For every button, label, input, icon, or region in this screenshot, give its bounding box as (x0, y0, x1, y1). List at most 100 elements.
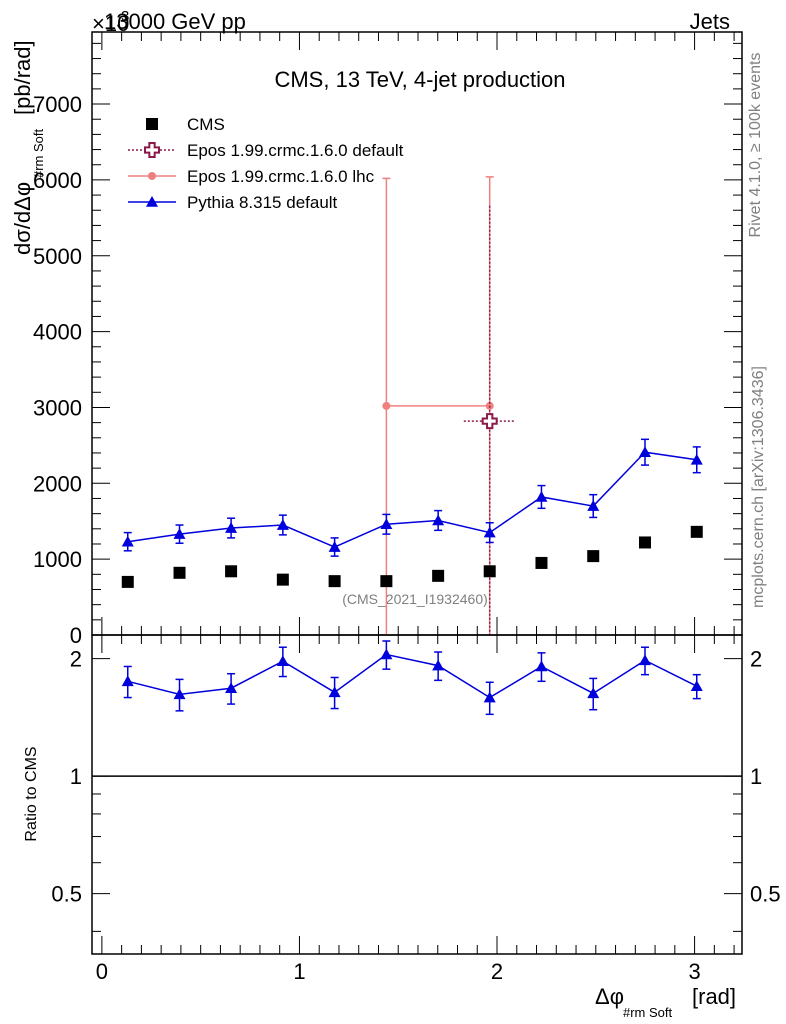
x-tick-label: 2 (491, 959, 503, 984)
rivet-label: Rivet 4.1.0, ≥ 100k events (747, 53, 764, 238)
triangle-marker (380, 518, 393, 530)
y-tick-label: 5000 (33, 244, 82, 269)
legend-label: Epos 1.99.crmc.1.6.0 default (187, 141, 404, 160)
pythia-line (127, 451, 697, 548)
series-epos-default (463, 205, 516, 635)
header-process-label: Jets (690, 9, 730, 34)
legend: CMS Epos 1.99.crmc.1.6.0 default Epos 1.99… (128, 115, 404, 212)
ratio-y-axis-label: Ratio to CMS (23, 746, 40, 841)
x-label-sub: #rm Soft (623, 1005, 673, 1020)
triangle-marker (483, 526, 496, 538)
series-cms (121, 525, 703, 588)
y-tick-label: 6000 (33, 168, 82, 193)
triangle-marker (173, 528, 186, 539)
ratio-x-ticks (101, 635, 735, 954)
y-label-main: dσ/dΔφ (10, 182, 35, 255)
triangle-marker (587, 500, 600, 511)
main-y-axis-label: dσ/dΔφ #rm Soft [pb/rad] (10, 40, 46, 255)
triangle-marker (535, 490, 548, 502)
square-marker (380, 575, 393, 588)
header-beam-label: 13000 GeV pp (104, 9, 246, 34)
mcplots-label: mcplots.cern.ch [arXiv:1306.3436] (750, 366, 767, 608)
triangle-marker (690, 453, 703, 465)
legend-entry: Pythia 8.315 default (128, 193, 338, 212)
series-epos-lhc (382, 176, 494, 635)
main-x-ticks (101, 32, 735, 635)
y-tick-label: 4000 (33, 320, 82, 345)
legend-label: Pythia 8.315 default (187, 193, 338, 212)
x-axis-label: Δφ #rm Soft [rad] (595, 984, 736, 1020)
triangle-marker (690, 680, 703, 692)
triangle-marker (328, 686, 341, 698)
x-label-main: Δφ (595, 984, 624, 1009)
triangle-marker (328, 541, 341, 552)
triangle-marker (276, 519, 289, 530)
square-marker (432, 569, 445, 582)
y-tick-label: 2000 (33, 471, 82, 496)
square-marker (483, 565, 496, 578)
y-tick-label-right: 1 (750, 764, 762, 789)
ratio-y-tick-labels: 0.5 0.5 1 1 2 2 (51, 647, 780, 907)
triangle-marker (146, 196, 158, 207)
y-tick-label: 1 (70, 764, 82, 789)
square-marker (173, 566, 186, 579)
y-tick-label-right: 2 (750, 647, 762, 672)
analysis-watermark: (CMS_2021_I1932460) (342, 591, 488, 607)
main-series (121, 176, 703, 635)
square-marker (535, 556, 548, 569)
y-label-sub: #rm Soft (31, 128, 46, 178)
y-tick-label: 0.5 (51, 882, 82, 907)
y-label-unit: [pb/rad] (10, 40, 35, 115)
ratio-y-ticks (92, 658, 742, 932)
open-cross-marker (144, 142, 160, 158)
triangle-marker (483, 691, 496, 703)
ratio-series-pythia (121, 640, 703, 716)
exponent-value: 3 (121, 8, 129, 25)
triangle-marker (380, 648, 393, 660)
triangle-marker (121, 675, 134, 687)
legend-entry: CMS (146, 115, 225, 134)
pythia-line (127, 653, 698, 699)
x-tick-label: 0 (96, 959, 108, 984)
y-tick-label: 7000 (33, 92, 82, 117)
x-tick-labels: 0 1 2 3 (96, 959, 701, 984)
chart-title: CMS, 13 TeV, 4-jet production (274, 67, 565, 92)
triangle-marker (173, 688, 186, 700)
y-tick-label-right: 0.5 (750, 882, 781, 907)
square-marker (121, 575, 134, 588)
triangle-marker (225, 522, 238, 533)
legend-label: CMS (187, 115, 225, 134)
main-y-tick-labels: 0 1000 2000 3000 4000 5000 6000 7000 (33, 92, 82, 648)
square-marker (638, 536, 651, 549)
circle-marker (148, 172, 156, 180)
y-tick-label: 2 (70, 647, 82, 672)
y-tick-label: 0 (70, 623, 82, 648)
y-tick-label: 1000 (33, 547, 82, 572)
triangle-marker (638, 446, 651, 458)
main-panel: 0 1000 2000 3000 4000 5000 6000 7000 CMS, 13 Te… (10, 31, 743, 648)
series-pythia (121, 438, 703, 557)
triangle-marker (535, 660, 548, 672)
triangle-marker (432, 659, 445, 671)
triangle-marker (121, 535, 134, 547)
square-marker (146, 118, 158, 130)
x-tick-label: 1 (293, 959, 305, 984)
square-marker (276, 573, 289, 586)
circle-marker (382, 401, 391, 410)
ratio-series (92, 640, 742, 777)
triangle-marker (432, 514, 445, 526)
x-label-unit: [rad] (692, 984, 736, 1009)
square-marker (225, 565, 238, 578)
x-tick-label: 3 (688, 959, 700, 984)
triangle-marker (587, 687, 600, 699)
legend-entry: Epos 1.99.crmc.1.6.0 default (128, 141, 404, 160)
legend-entry: Epos 1.99.crmc.1.6.0 lhc (128, 167, 375, 186)
square-marker (690, 525, 703, 538)
triangle-marker (225, 682, 238, 694)
triangle-marker (276, 655, 289, 667)
ratio-frame (91, 634, 743, 955)
square-marker (587, 550, 600, 563)
open-cross-marker (481, 413, 498, 430)
square-marker (328, 575, 341, 588)
